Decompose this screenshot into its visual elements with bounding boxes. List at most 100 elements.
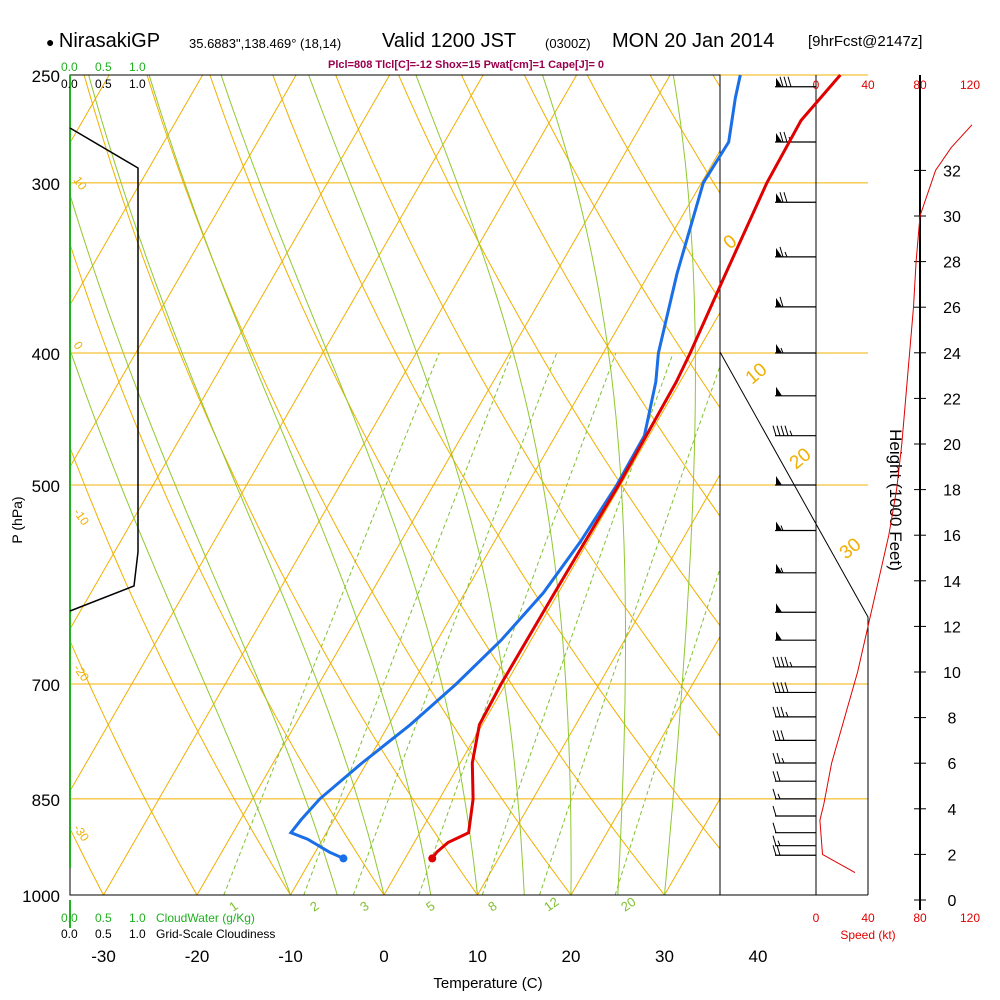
mixing-ratio-label: 20 xyxy=(618,894,638,915)
temperature-tick-label: 40 xyxy=(749,947,768,966)
speed-tick-top: 40 xyxy=(861,78,875,92)
dry-adiabat xyxy=(70,639,198,895)
station-coords: 35.6883",138.469° (18,14) xyxy=(189,36,342,51)
moist-adiabat xyxy=(70,348,291,895)
wind-barb-flag xyxy=(772,706,777,718)
station-header: ● NirasakiGP xyxy=(46,30,160,53)
wind-barb-flag xyxy=(776,845,781,856)
x-axis-label: Temperature (C) xyxy=(433,975,542,992)
dry-adiabat xyxy=(209,75,665,895)
temperature-tick-label: 20 xyxy=(562,947,581,966)
pressure-tick-label: 250 xyxy=(32,67,60,86)
surface-dewpoint-dot xyxy=(339,854,348,863)
wind-barb xyxy=(772,805,816,817)
wind-barb-flag xyxy=(776,425,781,436)
cloudwater-bottom-2: 1.0 xyxy=(129,911,146,925)
wind-barb xyxy=(775,631,816,641)
mixing-ratio-label: 5 xyxy=(423,898,438,914)
isotherm-line xyxy=(70,75,204,306)
wind-barb-flag xyxy=(783,192,788,203)
wind-barb xyxy=(772,706,816,718)
wind-barb-flag xyxy=(779,296,784,308)
speed-tick-bottom: 0 xyxy=(813,911,820,925)
temperature-tick-label: 10 xyxy=(468,947,487,966)
height-axis-label: Height (1000 Feet) xyxy=(886,429,905,571)
wind-barb-flag xyxy=(779,131,784,143)
wind-barb-flag xyxy=(780,730,785,741)
moist-adiabat xyxy=(220,75,478,895)
wind-barb-flag xyxy=(772,788,777,800)
wind-barb xyxy=(772,730,816,742)
height-tick-label: 16 xyxy=(943,528,961,545)
wind-barb-half xyxy=(784,251,788,258)
height-tick-label: 24 xyxy=(943,346,961,363)
pressure-tick-label: 1000 xyxy=(22,887,60,906)
cloudwater-top-2: 1.0 xyxy=(129,60,146,74)
wind-barb-flag xyxy=(776,706,781,718)
speed-tick-bottom: 40 xyxy=(861,911,875,925)
wind-barb-flag xyxy=(787,76,792,87)
forecast-tag: [9hrFcst@2147z] xyxy=(808,33,923,50)
dry-adiabat xyxy=(146,75,572,895)
isotherm-line xyxy=(70,75,297,468)
pressure-tick-label: 300 xyxy=(32,175,60,194)
wind-barb-flag xyxy=(784,656,789,668)
theta-e-label: 0 xyxy=(720,231,742,254)
moist-adiabat xyxy=(70,193,338,895)
wind-barb-flag xyxy=(779,76,784,87)
wind-barb-half xyxy=(789,430,793,436)
height-tick-label: 22 xyxy=(943,391,961,408)
cloudiness-bottom-2: 1.0 xyxy=(129,927,146,941)
wind-barb-pennant xyxy=(776,386,782,396)
temperature-profile xyxy=(430,74,842,860)
wind-barb-half xyxy=(777,793,781,800)
wind-barb xyxy=(775,296,816,308)
wind-barb-flag xyxy=(776,730,781,741)
pressure-tick-label: 500 xyxy=(32,477,60,496)
wind-barb-flag xyxy=(776,752,781,764)
dewpoint-profile xyxy=(288,74,742,860)
mixing-ratio-label: 8 xyxy=(485,898,500,914)
wind-barb-flag xyxy=(783,76,788,87)
dry-adiabat xyxy=(335,75,720,738)
wind-barb xyxy=(772,822,816,834)
cloudiness-label: Grid-Scale Cloudiness xyxy=(156,927,276,941)
wind-barb-pennant xyxy=(776,563,782,573)
cloudiness-top-1: 0.5 xyxy=(95,77,112,91)
speed-axis-label: Speed (kt) xyxy=(840,928,895,942)
wind-barb-flag xyxy=(784,425,789,436)
height-tick-label: 0 xyxy=(948,893,957,910)
mixing-ratio-label: 2 xyxy=(307,898,322,914)
moist-adiabat xyxy=(415,75,572,895)
cloudiness-top-2: 1.0 xyxy=(129,77,146,91)
cloudwater-label: CloudWater (g/Kg) xyxy=(156,911,255,925)
height-tick-label: 18 xyxy=(943,483,961,500)
wind-barb-pennant xyxy=(776,631,782,641)
wind-barb-pennant xyxy=(776,77,782,87)
grid-lines xyxy=(70,75,720,895)
theta-label: -20 xyxy=(71,662,93,685)
wind-barb-half xyxy=(780,525,784,531)
height-tick-label: 12 xyxy=(943,619,961,636)
valid-time: Valid 1200 JST xyxy=(382,30,517,52)
wind-barb-flag xyxy=(776,771,781,782)
valid-date: MON 20 Jan 2014 xyxy=(612,30,775,52)
moist-adiabat xyxy=(88,75,385,895)
moist-adiabat xyxy=(308,75,525,895)
wind-barb-pennant xyxy=(776,133,782,143)
theta-e-label: 30 xyxy=(836,534,866,564)
height-tick-label: 20 xyxy=(943,437,961,454)
wind-barb xyxy=(775,563,816,574)
height-tick-label: 8 xyxy=(948,711,957,728)
speed-tick-top: 0 xyxy=(813,78,820,92)
moist-adiabat xyxy=(664,75,696,895)
wind-barb-pennant xyxy=(776,344,782,354)
theta-e-label: 10 xyxy=(742,359,772,389)
wind-barb-flag xyxy=(772,771,777,782)
wind-barb-flag xyxy=(772,656,777,668)
wind-barb xyxy=(775,386,816,397)
height-tick-label: 6 xyxy=(948,756,957,773)
theta-label: -30 xyxy=(71,822,93,845)
theta-label: 10 xyxy=(71,174,90,193)
wind-barb-pennant xyxy=(776,603,782,613)
